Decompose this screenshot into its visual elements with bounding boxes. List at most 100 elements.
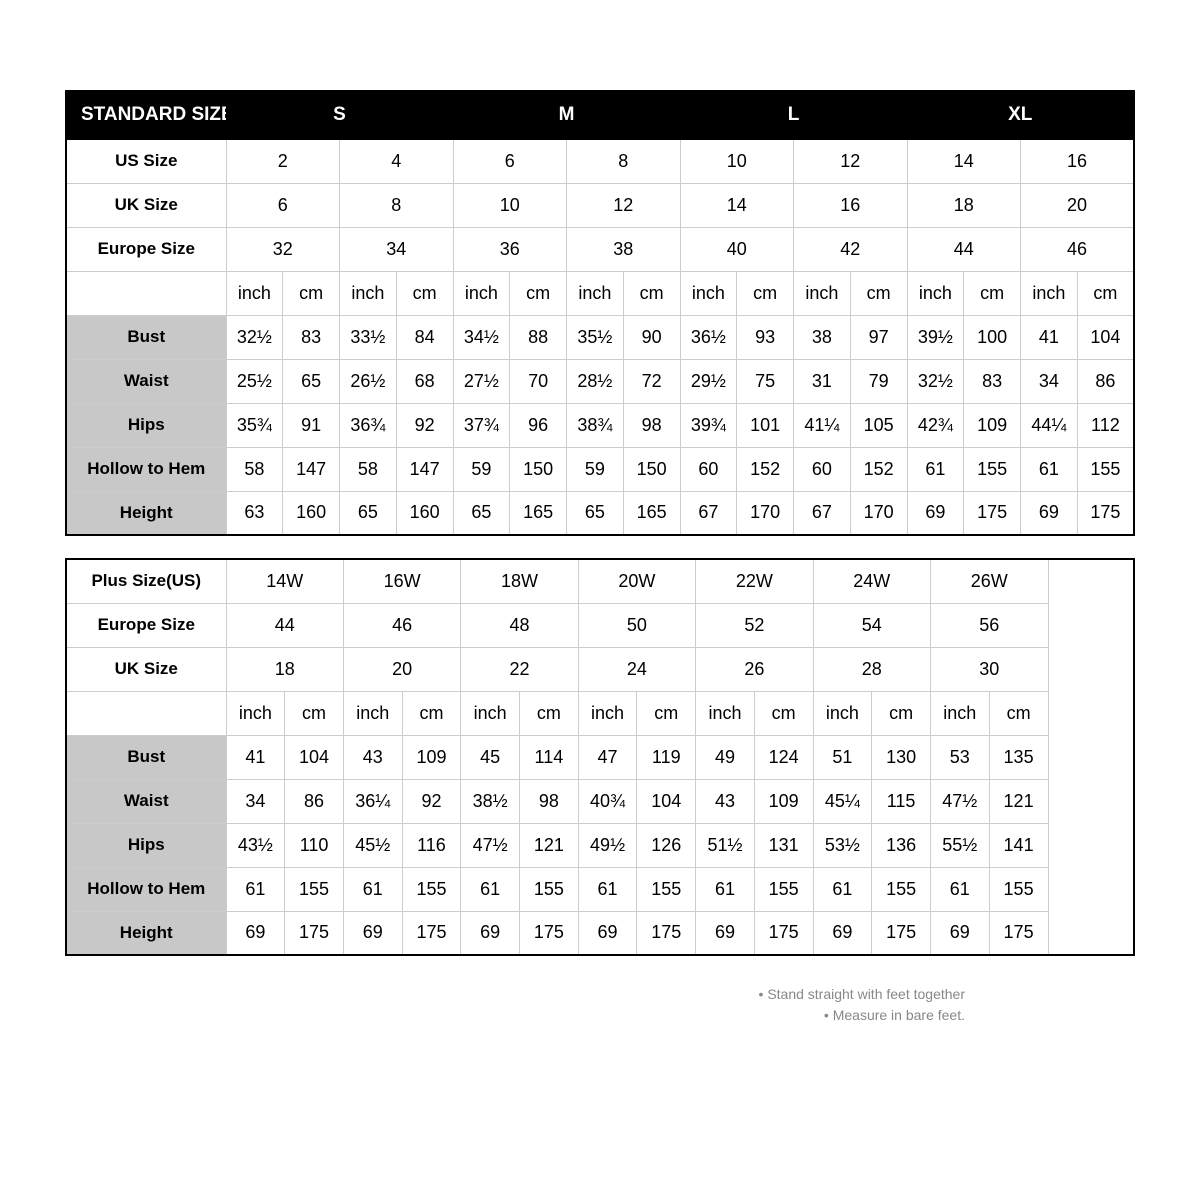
cell: 34½ bbox=[453, 315, 510, 359]
cell: 70 bbox=[510, 359, 567, 403]
cell: 61 bbox=[343, 867, 402, 911]
cell: 49 bbox=[696, 735, 755, 779]
cell: 53½ bbox=[813, 823, 872, 867]
uk-size-row: UK Size 6 8 10 12 14 16 18 20 bbox=[66, 183, 1134, 227]
unit-inch: inch bbox=[930, 691, 989, 735]
cell: 65 bbox=[283, 359, 340, 403]
cell: 92 bbox=[396, 403, 453, 447]
row-label: Hips bbox=[66, 403, 226, 447]
cell: 26½ bbox=[340, 359, 397, 403]
row-label: Hips bbox=[66, 823, 226, 867]
cell: 54 bbox=[813, 603, 930, 647]
cell: 12 bbox=[794, 139, 908, 183]
unit-inch: inch bbox=[226, 271, 283, 315]
cell: 24W bbox=[813, 559, 930, 603]
footnote-2: Measure in bare feet. bbox=[833, 1007, 965, 1023]
cell: 67 bbox=[680, 491, 737, 535]
cell: 61 bbox=[907, 447, 964, 491]
cell: 16W bbox=[343, 559, 460, 603]
row-label: Height bbox=[66, 911, 226, 955]
unit-cm: cm bbox=[520, 691, 579, 735]
cell: 16 bbox=[1021, 139, 1135, 183]
blank-trail bbox=[1048, 559, 1134, 955]
cell: 34 bbox=[1021, 359, 1078, 403]
unit-cm: cm bbox=[402, 691, 461, 735]
bust-row-2: Bust 41104 43109 45114 47119 49124 51130… bbox=[66, 735, 1134, 779]
cell: 41 bbox=[226, 735, 285, 779]
cell: 175 bbox=[989, 911, 1048, 955]
row-label: Hollow to Hem bbox=[66, 447, 226, 491]
cell: 22 bbox=[461, 647, 578, 691]
cell: 41 bbox=[1021, 315, 1078, 359]
cell: 112 bbox=[1077, 403, 1134, 447]
cell: 14W bbox=[226, 559, 343, 603]
cell: 175 bbox=[754, 911, 813, 955]
unit-inch: inch bbox=[567, 271, 624, 315]
cell: 26W bbox=[930, 559, 1048, 603]
unit-cm: cm bbox=[989, 691, 1048, 735]
cell: 38¾ bbox=[567, 403, 624, 447]
cell: 8 bbox=[567, 139, 681, 183]
cell: 32 bbox=[226, 227, 340, 271]
cell: 34 bbox=[340, 227, 454, 271]
cell: 68 bbox=[396, 359, 453, 403]
cell: 33½ bbox=[340, 315, 397, 359]
unit-inch: inch bbox=[340, 271, 397, 315]
cell: 61 bbox=[813, 867, 872, 911]
cell: 90 bbox=[623, 315, 680, 359]
cell: 100 bbox=[964, 315, 1021, 359]
cell: 48 bbox=[461, 603, 578, 647]
cell: 92 bbox=[402, 779, 461, 823]
cell: 130 bbox=[872, 735, 931, 779]
cell: 36¾ bbox=[340, 403, 397, 447]
uk-size-row-2: UK Size 18 20 22 24 26 28 30 bbox=[66, 647, 1134, 691]
cell: 61 bbox=[930, 867, 989, 911]
cell: 83 bbox=[283, 315, 340, 359]
cell: 46 bbox=[343, 603, 460, 647]
cell: 20 bbox=[343, 647, 460, 691]
cell: 18 bbox=[907, 183, 1021, 227]
cell: 14 bbox=[680, 183, 794, 227]
cell: 22W bbox=[696, 559, 813, 603]
cell: 65 bbox=[340, 491, 397, 535]
cell: 56 bbox=[930, 603, 1048, 647]
cell: 14 bbox=[907, 139, 1021, 183]
cell: 58 bbox=[226, 447, 283, 491]
cell: 83 bbox=[964, 359, 1021, 403]
header-size-xl: XL bbox=[907, 91, 1134, 139]
plus-size-us-row: Plus Size(US) 14W 16W 18W 20W 22W 24W 26… bbox=[66, 559, 1134, 603]
cell: 69 bbox=[226, 911, 285, 955]
cell: 35¾ bbox=[226, 403, 283, 447]
unit-cm: cm bbox=[850, 271, 907, 315]
cell: 175 bbox=[402, 911, 461, 955]
unit-cm: cm bbox=[623, 271, 680, 315]
row-label: Europe Size bbox=[66, 603, 226, 647]
cell: 155 bbox=[402, 867, 461, 911]
cell: 51½ bbox=[696, 823, 755, 867]
cell: 52 bbox=[696, 603, 813, 647]
cell: 50 bbox=[578, 603, 695, 647]
unit-cm: cm bbox=[1077, 271, 1134, 315]
cell: 136 bbox=[872, 823, 931, 867]
unit-inch: inch bbox=[696, 691, 755, 735]
cell: 53 bbox=[930, 735, 989, 779]
cell: 39½ bbox=[907, 315, 964, 359]
cell: 60 bbox=[680, 447, 737, 491]
cell: 63 bbox=[226, 491, 283, 535]
cell: 75 bbox=[737, 359, 794, 403]
cell: 30 bbox=[930, 647, 1048, 691]
unit-cm: cm bbox=[285, 691, 344, 735]
cell: 35½ bbox=[567, 315, 624, 359]
cell: 69 bbox=[813, 911, 872, 955]
hips-row-2: Hips 43½110 45½116 47½121 49½126 51½131 … bbox=[66, 823, 1134, 867]
cell: 119 bbox=[637, 735, 696, 779]
cell: 175 bbox=[964, 491, 1021, 535]
hips-row: Hips 35¾91 36¾92 37¾96 38¾98 39¾101 41¼1… bbox=[66, 403, 1134, 447]
cell: 155 bbox=[520, 867, 579, 911]
cell: 36½ bbox=[680, 315, 737, 359]
plus-size-table: Plus Size(US) 14W 16W 18W 20W 22W 24W 26… bbox=[65, 558, 1135, 956]
cell: 69 bbox=[343, 911, 402, 955]
row-label: Height bbox=[66, 491, 226, 535]
cell: 121 bbox=[989, 779, 1048, 823]
cell: 51 bbox=[813, 735, 872, 779]
